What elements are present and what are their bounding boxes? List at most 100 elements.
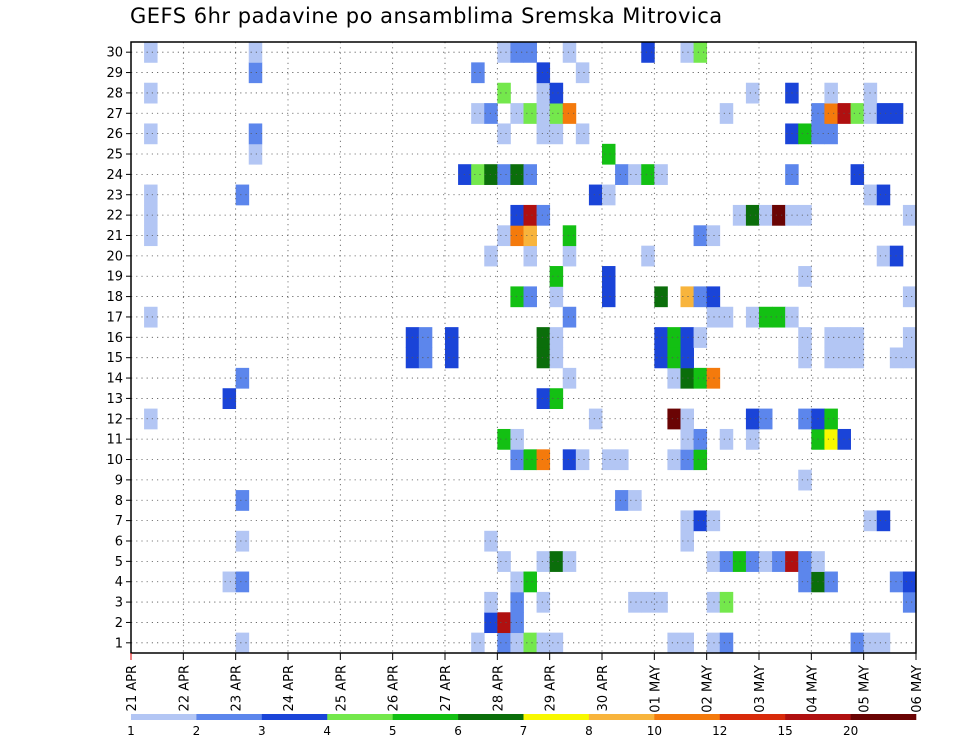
heatmap-cell	[549, 286, 564, 308]
heatmap-cell	[654, 286, 668, 308]
heatmap-cell	[536, 123, 551, 145]
heatmap-cell	[471, 632, 485, 654]
heatmap-cell	[549, 327, 564, 348]
y-tick-label: 22	[106, 209, 123, 224]
heatmap-cell	[549, 632, 564, 654]
heatmap-cell	[248, 42, 263, 63]
heatmap-cell	[680, 327, 694, 348]
heatmap-cell	[144, 123, 158, 145]
heatmap-cell	[510, 632, 524, 654]
heatmap-cell	[248, 123, 263, 145]
heatmap-cell	[510, 449, 524, 471]
legend-swatch	[392, 714, 459, 720]
heatmap-cell	[602, 266, 616, 287]
heatmap-cell	[798, 123, 812, 145]
heatmap-cell	[745, 306, 760, 328]
heatmap-cell	[562, 225, 577, 247]
heatmap-cell	[222, 571, 237, 593]
heatmap-cell	[523, 225, 537, 247]
heatmap-cell	[850, 103, 865, 124]
heatmap-cell	[445, 347, 459, 369]
heatmap-cell	[235, 571, 250, 593]
x-tick-label: 01 MAY	[648, 665, 663, 713]
x-tick-label: 03 MAY	[753, 665, 768, 713]
heatmap-cell	[641, 164, 655, 185]
color-legend: 1 2 3 4 5 6 7 8 10 12 15 20	[127, 714, 917, 738]
y-tick-label: 7	[115, 514, 123, 529]
legend-label: 3	[258, 724, 266, 738]
heatmap-cell	[850, 164, 865, 185]
heatmap-cell	[602, 286, 616, 308]
heatmap-cell	[144, 82, 158, 104]
heatmap-cell	[575, 123, 590, 145]
y-tick-label: 13	[106, 392, 123, 407]
x-tick-label: 26 APR	[387, 665, 402, 711]
heatmap-cell	[562, 449, 577, 471]
heatmap-cell	[680, 510, 694, 532]
x-tick-label: 22 APR	[177, 665, 192, 711]
heatmap-cell	[824, 103, 838, 124]
x-tick-label: 02 MAY	[701, 665, 716, 713]
heatmap-cell	[235, 490, 250, 511]
heatmap-cell	[719, 551, 734, 572]
legend-swatch	[850, 714, 917, 720]
heatmap-cell	[549, 266, 564, 287]
heatmap-cell	[615, 164, 629, 185]
legend-label: 12	[712, 724, 727, 738]
heatmap-cell	[497, 225, 511, 247]
heatmap-cell	[497, 612, 511, 634]
heatmap-cell	[693, 449, 708, 471]
y-axis-ticks: 1234567891011121314151617181920212223242…	[106, 46, 131, 651]
heatmap-cell	[772, 306, 786, 328]
chart-title: GEFS 6hr padavine po ansamblima Sremska …	[130, 4, 723, 28]
y-tick-label: 18	[106, 290, 123, 305]
heatmap-cell	[445, 327, 459, 348]
legend-swatch	[261, 714, 328, 720]
legend-label: 20	[843, 724, 858, 738]
heatmap-cell	[562, 367, 577, 389]
heatmap-cell	[562, 42, 577, 63]
heatmap-cell	[471, 164, 485, 185]
y-tick-label: 2	[115, 616, 123, 631]
x-tick-label: 05 MAY	[858, 665, 873, 713]
heatmap-cell	[693, 510, 708, 532]
y-tick-label: 8	[115, 494, 123, 509]
heatmap-cell	[562, 103, 577, 124]
heatmap-cell	[745, 204, 760, 226]
heatmap-cell	[719, 103, 734, 124]
legend-label: 8	[585, 724, 593, 738]
heatmap-cell	[602, 449, 616, 471]
heatmap-cell	[628, 591, 642, 613]
heatmap-cell	[876, 184, 891, 206]
heatmap-cell	[510, 286, 524, 308]
heatmap-cell	[510, 428, 524, 450]
heatmap-cell	[536, 551, 551, 572]
heatmap-cell	[536, 632, 551, 654]
heatmap-cell	[654, 347, 668, 369]
heatmap-cell	[497, 428, 511, 450]
heatmap-cell	[418, 347, 433, 369]
heatmap-cell	[497, 551, 511, 572]
heatmap-cell	[667, 367, 681, 389]
heatmap-cell	[798, 571, 812, 593]
legend-swatch	[458, 714, 524, 720]
heatmap-cell	[628, 164, 642, 185]
heatmap-cell	[497, 164, 511, 185]
heatmap-cell	[693, 286, 708, 308]
heatmap-cell	[144, 42, 158, 63]
heatmap-cell	[680, 347, 694, 369]
heatmap-cell	[549, 123, 564, 145]
heatmap-cell	[235, 367, 250, 389]
y-tick-label: 11	[106, 433, 123, 448]
y-tick-label: 26	[106, 127, 123, 142]
heatmap-cell	[575, 449, 590, 471]
heatmap-cell	[523, 286, 537, 308]
heatmap-cell	[798, 327, 812, 348]
heatmap-cell	[248, 143, 263, 165]
heatmap-cell	[667, 347, 681, 369]
y-tick-label: 16	[106, 331, 123, 346]
heatmap-cell	[497, 123, 511, 145]
heatmap-cell	[798, 204, 812, 226]
heatmap-cell	[235, 530, 250, 552]
